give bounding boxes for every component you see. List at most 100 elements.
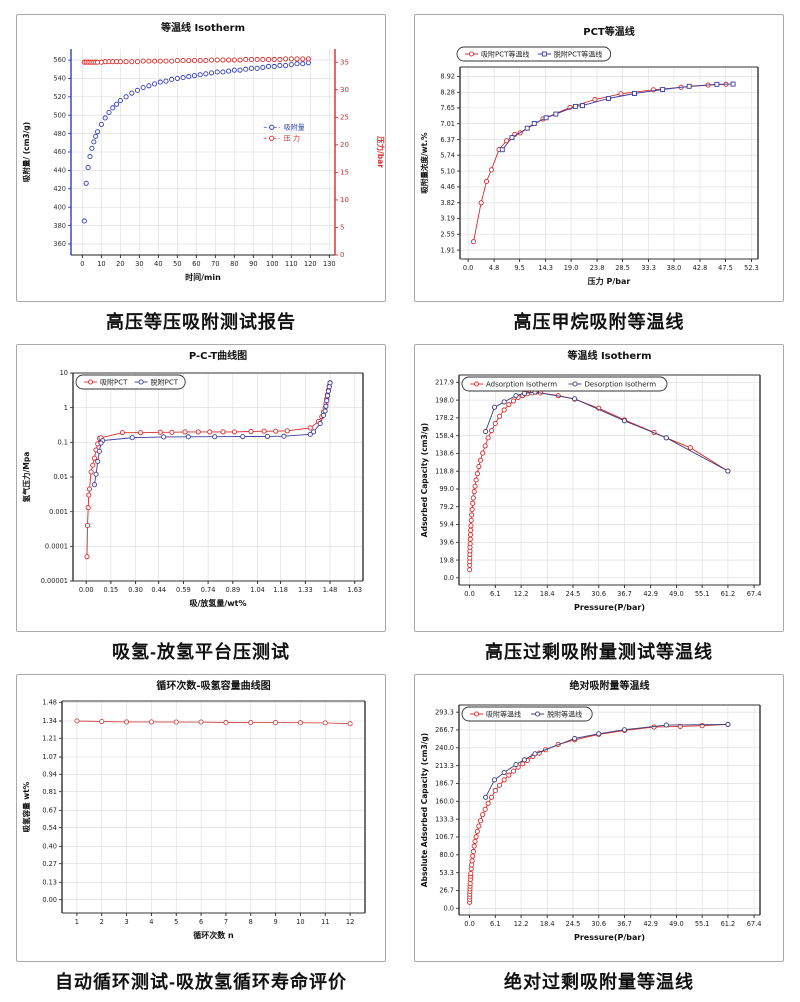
svg-text:4: 4 <box>149 918 153 926</box>
svg-text:8: 8 <box>249 918 253 926</box>
svg-text:20: 20 <box>116 260 124 268</box>
panel-absolute-isotherm: 0.0 6.1 12.2 18.4 24.5 30.6 36.7 42.9 49.0 55.1 61… <box>414 674 784 1002</box>
isobaric-adsorption-chartbox: 0 10 20 30 40 50 60 70 80 90 100 110 120 130 360 380 400… <box>16 14 386 302</box>
svg-text:540: 540 <box>53 75 66 83</box>
svg-text:61.2: 61.2 <box>721 920 736 928</box>
svg-text:0.54: 0.54 <box>42 824 57 832</box>
svg-text:Pressure(P/bar): Pressure(P/bar) <box>574 603 645 612</box>
svg-text:110: 110 <box>285 260 298 268</box>
svg-text:30: 30 <box>340 86 349 94</box>
panel-caption-cycle-life: 自动循环测试-吸放氢循环寿命评价 <box>55 972 347 992</box>
svg-text:106.7: 106.7 <box>435 833 454 841</box>
panel-caption-pct-curve: 吸氢-放氢平台压测试 <box>112 642 290 662</box>
svg-text:时间/min: 时间/min <box>185 272 221 282</box>
svg-text:38.0: 38.0 <box>667 264 682 272</box>
svg-text:1.48: 1.48 <box>42 699 57 707</box>
svg-text:9.5: 9.5 <box>514 264 525 272</box>
svg-text:0.67: 0.67 <box>42 807 57 815</box>
svg-text:100: 100 <box>266 260 279 268</box>
svg-text:360: 360 <box>53 240 66 248</box>
svg-text:0.40: 0.40 <box>42 843 57 851</box>
svg-text:0.00: 0.00 <box>42 896 57 904</box>
svg-text:30: 30 <box>135 260 143 268</box>
svg-text:18.4: 18.4 <box>540 920 555 928</box>
svg-text:500: 500 <box>53 111 66 119</box>
svg-text:0.27: 0.27 <box>42 860 57 868</box>
svg-text:33.3: 33.3 <box>641 264 656 272</box>
svg-text:0.13: 0.13 <box>42 879 57 887</box>
svg-text:8.28: 8.28 <box>440 88 455 96</box>
svg-text:0.1: 0.1 <box>58 439 69 447</box>
svg-text:118.8: 118.8 <box>435 467 454 475</box>
svg-text:178.2: 178.2 <box>435 414 454 422</box>
svg-text:10: 10 <box>340 196 349 204</box>
svg-text:3.19: 3.19 <box>440 215 455 223</box>
svg-text:70: 70 <box>211 260 219 268</box>
svg-text:7: 7 <box>224 918 228 926</box>
svg-text:19.0: 19.0 <box>564 264 579 272</box>
svg-text:6.37: 6.37 <box>440 136 455 144</box>
svg-text:0.74: 0.74 <box>201 586 216 594</box>
svg-text:12.2: 12.2 <box>514 590 529 598</box>
svg-text:0: 0 <box>80 260 84 268</box>
svg-text:0.0001: 0.0001 <box>45 543 68 551</box>
panel-pct-curve: 0.00 0.15 0.30 0.44 0.59 0.74 0.89 1.04 1.18 1.33… <box>16 344 386 672</box>
absolute-isotherm-chartbox: 0.0 6.1 12.2 18.4 24.5 30.6 36.7 42.9 49.0 55.1 61… <box>414 674 784 962</box>
svg-text:0.00: 0.00 <box>79 586 94 594</box>
svg-text:9: 9 <box>273 918 277 926</box>
panel-caption-excess-isotherm: 高压过剩吸附量测试等温线 <box>485 642 713 662</box>
svg-text:吸附量: 吸附量 <box>284 123 305 132</box>
svg-text:40: 40 <box>154 260 162 268</box>
svg-text:等温线 Isotherm: 等温线 Isotherm <box>161 21 245 34</box>
svg-text:67.4: 67.4 <box>747 920 762 928</box>
svg-text:吸附PCT: 吸附PCT <box>100 377 128 386</box>
panel-excess-isotherm: 0.0 6.1 12.2 18.4 24.5 30.6 36.7 42.9 49.0 55.1 61… <box>414 344 784 672</box>
svg-text:0.0: 0.0 <box>444 574 455 582</box>
svg-text:42.8: 42.8 <box>693 264 708 272</box>
svg-text:39.6: 39.6 <box>439 538 454 546</box>
svg-text:0.0: 0.0 <box>463 264 474 272</box>
svg-text:2: 2 <box>100 918 104 926</box>
svg-text:560: 560 <box>53 56 66 64</box>
svg-text:12.2: 12.2 <box>514 920 529 928</box>
excess-isotherm-chart: 0.0 6.1 12.2 18.4 24.5 30.6 36.7 42.9 49.0 55.1 61… <box>420 349 762 612</box>
svg-text:440: 440 <box>53 167 66 175</box>
svg-text:绝对吸附量等温线: 绝对吸附量等温线 <box>570 679 650 692</box>
svg-text:160.0: 160.0 <box>435 798 454 806</box>
svg-text:P-C-T曲线图: P-C-T曲线图 <box>189 349 247 362</box>
svg-text:380: 380 <box>53 222 66 230</box>
svg-text:压 力: 压 力 <box>284 134 300 143</box>
svg-text:Pressure(P/bar): Pressure(P/bar) <box>574 933 645 942</box>
svg-text:23.8: 23.8 <box>590 264 605 272</box>
svg-text:3: 3 <box>124 918 128 926</box>
svg-text:0.30: 0.30 <box>128 586 143 594</box>
svg-text:213.3: 213.3 <box>435 762 454 770</box>
svg-text:24.5: 24.5 <box>566 590 581 598</box>
svg-text:138.6: 138.6 <box>435 450 454 458</box>
svg-text:5: 5 <box>340 224 344 232</box>
svg-text:133.3: 133.3 <box>435 815 454 823</box>
svg-text:氢气压力/Mpa: 氢气压力/Mpa <box>21 452 31 503</box>
svg-text:吸/放氢量/wt%: 吸/放氢量/wt% <box>189 598 246 608</box>
svg-text:0.89: 0.89 <box>225 586 240 594</box>
svg-text:脱附等温线: 脱附等温线 <box>547 709 582 718</box>
svg-text:80: 80 <box>230 260 238 268</box>
svg-text:1.91: 1.91 <box>440 246 455 254</box>
svg-text:80.0: 80.0 <box>439 851 454 859</box>
panel-caption-isobaric-adsorption: 高压等压吸附测试报告 <box>106 312 296 332</box>
svg-text:脱附PCT等温线: 脱附PCT等温线 <box>554 49 602 58</box>
svg-text:压力 P/bar: 压力 P/bar <box>588 276 631 286</box>
svg-text:循环次数-吸氢容量曲线图: 循环次数-吸氢容量曲线图 <box>156 679 270 692</box>
svg-text:26.7: 26.7 <box>439 887 454 895</box>
svg-text:1.48: 1.48 <box>323 586 338 594</box>
svg-text:4.8: 4.8 <box>489 264 500 272</box>
svg-text:循环次数 n: 循环次数 n <box>192 930 234 940</box>
svg-text:59.4: 59.4 <box>439 521 454 529</box>
svg-text:90: 90 <box>249 260 257 268</box>
svg-text:28.5: 28.5 <box>615 264 630 272</box>
svg-text:400: 400 <box>53 203 66 211</box>
svg-text:67.4: 67.4 <box>747 590 762 598</box>
svg-text:61.2: 61.2 <box>721 590 736 598</box>
svg-text:79.2: 79.2 <box>439 503 454 511</box>
